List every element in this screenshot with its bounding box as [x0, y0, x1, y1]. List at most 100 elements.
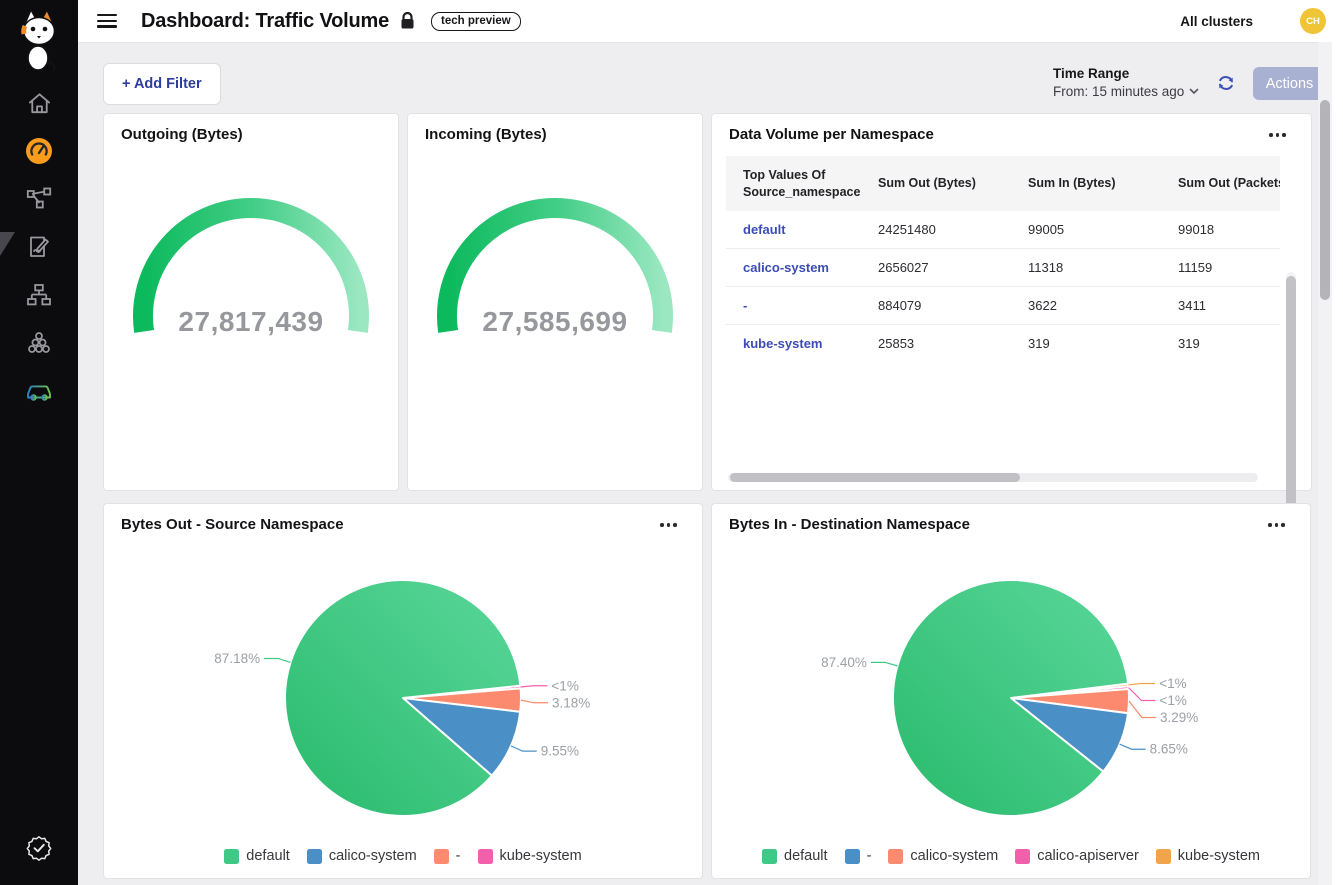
legend-label: -: [455, 848, 461, 864]
cell-sum-out-bytes: 24251480: [878, 222, 936, 237]
card-menu-ellipsis-icon[interactable]: [1269, 127, 1289, 143]
legend-label: kube-system: [1177, 848, 1260, 864]
sidebar-item-compliance[interactable]: [24, 833, 54, 863]
pie-chart-bytes-out: <1% 3.18% 9.55% 87.18%: [104, 504, 702, 849]
page-right-gutter: [1332, 42, 1343, 885]
namespace-table: Top Values Of Source_namespace Sum Out (…: [726, 156, 1280, 468]
legend-label: calico-system: [910, 848, 999, 864]
chart-legend: default - calico-system calico-apiserver kub…: [712, 848, 1310, 864]
pie-percent-label: 9.55%: [541, 744, 579, 759]
sidebar-item-clusters[interactable]: [24, 328, 54, 358]
card-outgoing-bytes: Outgoing (Bytes) 27,817,439: [103, 113, 399, 491]
namespace-link[interactable]: -: [743, 298, 748, 313]
verified-badge-icon: [26, 836, 52, 861]
pie-percent-label: 87.40%: [821, 655, 867, 670]
namespace-link[interactable]: kube-system: [743, 336, 823, 351]
legend-swatch: [433, 848, 449, 864]
tech-preview-badge: tech preview: [431, 11, 521, 31]
pie-percent-label: <1%: [551, 678, 578, 693]
avatar[interactable]: CH: [1300, 8, 1326, 34]
legend-swatch: [888, 848, 904, 864]
sidebar-item-workloads[interactable]: [24, 375, 54, 405]
chart-legend: default calico-system - kube-system: [104, 848, 702, 864]
sidebar-item-service-graph[interactable]: [24, 184, 54, 214]
legend-swatch: [844, 848, 860, 864]
legend-item-default[interactable]: default: [762, 848, 828, 864]
add-filter-button[interactable]: + Add Filter: [103, 63, 221, 105]
legend-swatch: [306, 848, 322, 864]
cell-sum-out-bytes: 25853: [878, 336, 915, 351]
column-header: Top Values Of Source_namespace: [743, 168, 861, 199]
card-data-volume: Data Volume per Namespace Top Values Of …: [711, 113, 1312, 564]
legend-label: default: [246, 848, 290, 864]
card-title: Outgoing (Bytes): [121, 126, 243, 143]
table-row: kube-system 25853 319 319: [726, 325, 1280, 362]
table-vertical-scrollbar[interactable]: [1286, 272, 1296, 564]
table-header: Top Values Of Source_namespace Sum Out (…: [726, 156, 1280, 211]
hamburger-menu-icon[interactable]: [97, 14, 117, 28]
card-menu-ellipsis-icon[interactable]: [660, 517, 680, 533]
cell-sum-out-packets: 99018: [1178, 222, 1215, 237]
legend-swatch: [1155, 848, 1171, 864]
namespace-link[interactable]: calico-system: [743, 260, 829, 275]
dashboard-gauge-icon: [26, 138, 52, 164]
legend-label: calico-apiserver: [1037, 848, 1139, 864]
topology-icon: [27, 284, 51, 306]
cell-sum-out-packets: 3411: [1178, 298, 1206, 313]
actions-button[interactable]: Actions: [1253, 67, 1326, 100]
pie-slice-default[interactable]: [284, 579, 522, 817]
legend-item-calico-system[interactable]: calico-system: [888, 848, 998, 864]
column-header: Sum In (Bytes): [1028, 176, 1116, 191]
pie-chart-bytes-in: <1% <1% 3.29% 8.65% 87.40%: [712, 504, 1310, 849]
sidebar-item-dashboard[interactable]: [24, 136, 54, 166]
sidebar-fold-decoration: [0, 232, 15, 256]
sidebar-item-policies[interactable]: [24, 232, 54, 262]
card-bytes-out-pie: Bytes Out - Source Namespace <1% 3.18% 9.5…: [103, 503, 703, 879]
time-range-dropdown[interactable]: From: 15 minutes ago: [1053, 84, 1213, 99]
column-header: Sum Out (Bytes): [878, 176, 976, 191]
pie-percent-label: 8.65%: [1150, 742, 1188, 757]
policy-report-icon: [30, 236, 49, 257]
chevron-down-icon: [1190, 88, 1199, 95]
cluster-selector[interactable]: All clusters: [1180, 13, 1253, 29]
table-row: calico-system 2656027 11318 11159: [726, 249, 1280, 287]
car-icon: [27, 385, 51, 401]
sidebar-item-home[interactable]: [24, 88, 54, 118]
table-horizontal-scrollbar[interactable]: [728, 473, 1258, 482]
pie-percent-label: 3.18%: [552, 695, 590, 710]
legend-item-kube-system[interactable]: kube-system: [1155, 848, 1260, 864]
legend-item-calico-system[interactable]: calico-system: [306, 848, 417, 864]
legend-item--[interactable]: -: [433, 848, 461, 864]
scrollbar-thumb[interactable]: [730, 473, 1020, 482]
legend-swatch: [224, 848, 240, 864]
legend-swatch: [477, 848, 493, 864]
legend-label: calico-system: [328, 848, 417, 864]
legend-item-calico-apiserver[interactable]: calico-apiserver: [1015, 848, 1139, 864]
namespace-link[interactable]: default: [743, 222, 786, 237]
legend-swatch: [1015, 848, 1031, 864]
time-range-title: Time Range: [1053, 66, 1130, 81]
table-row: - 884079 3622 3411: [726, 287, 1280, 325]
legend-swatch: [762, 848, 778, 864]
card-title: Data Volume per Namespace: [729, 126, 934, 143]
calico-logo[interactable]: [12, 6, 66, 72]
cell-sum-in-bytes: 99005: [1028, 222, 1065, 237]
pie-percent-label: 87.18%: [214, 651, 260, 666]
card-bytes-in-pie: Bytes In - Destination Namespace <1% <1% 3…: [711, 503, 1311, 879]
card-title: Incoming (Bytes): [425, 126, 547, 143]
card-menu-ellipsis-icon[interactable]: [1268, 517, 1288, 533]
gauge-value: 27,585,699: [482, 306, 628, 337]
page-scrollbar-thumb[interactable]: [1320, 100, 1330, 300]
card-incoming-bytes: Incoming (Bytes) 27,585,699: [407, 113, 703, 491]
legend-item--[interactable]: -: [844, 848, 872, 864]
scrollbar-thumb[interactable]: [1286, 276, 1296, 560]
pie-percent-label: <1%: [1159, 693, 1186, 708]
legend-item-default[interactable]: default: [224, 848, 290, 864]
legend-item-kube-system[interactable]: kube-system: [477, 848, 582, 864]
refresh-button[interactable]: [1216, 73, 1236, 93]
cell-sum-in-bytes: 3622: [1028, 298, 1057, 313]
sidebar: [0, 0, 78, 885]
cell-sum-out-packets: 319: [1178, 336, 1200, 351]
sidebar-item-network-topology[interactable]: [24, 280, 54, 310]
legend-label: -: [866, 848, 872, 864]
